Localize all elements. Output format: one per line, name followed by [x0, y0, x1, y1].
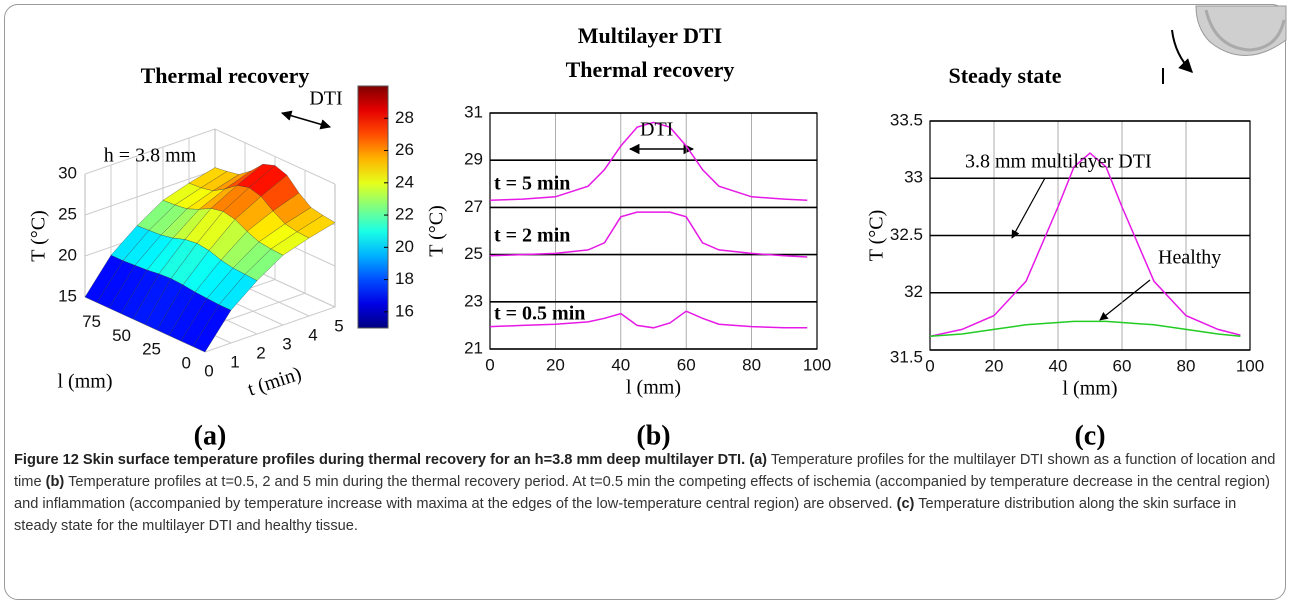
series-label: Healthy — [1158, 247, 1221, 269]
colorbar-tick-label: 28 — [395, 108, 414, 127]
x-tick-label: 80 — [742, 355, 761, 374]
plot-frame — [489, 112, 818, 350]
figure-frame — [4, 4, 1286, 600]
panel-label: (c) — [1074, 420, 1105, 450]
annotation-arrow — [1011, 177, 1046, 239]
annotation: t = 0.5 min — [494, 303, 585, 325]
annotation-arrow — [1099, 279, 1151, 321]
x-tick-label: 40 — [1049, 356, 1068, 375]
x-tick-label: 60 — [1113, 356, 1132, 375]
annotation: DTI — [309, 88, 342, 110]
y-tick-label: 75 — [82, 312, 101, 331]
y-tick-label: 31.5 — [890, 347, 923, 366]
y-tick-label: 33.5 — [890, 110, 923, 129]
z-tick-label: 15 — [58, 286, 77, 305]
x-tick-label: 20 — [985, 356, 1004, 375]
chart-title: Multilayer DTI — [578, 23, 722, 48]
x-tick-label: 0 — [925, 356, 934, 375]
dti-arrow — [280, 110, 332, 130]
z-tick-label: 20 — [58, 245, 77, 264]
x-tick-label: 3 — [282, 334, 291, 353]
chart-title: Steady state — [948, 63, 1061, 88]
x-tick-label: 4 — [308, 325, 317, 344]
y-tick-label: 25 — [464, 244, 483, 263]
y-tick-label: 29 — [464, 150, 483, 169]
colorbar-tick-label: 26 — [395, 140, 414, 159]
colorbar — [357, 85, 389, 329]
annotation: t = 5 min — [494, 173, 570, 195]
series-label: 3.8 mm multilayer DTI — [965, 151, 1152, 173]
panel-label: (b) — [636, 420, 670, 450]
annotation: DTI — [640, 119, 673, 141]
lid-illustration — [1162, 5, 1287, 84]
colorbar-tick-label: 18 — [395, 269, 414, 288]
x-tick-label: 100 — [803, 355, 831, 374]
x-tick-label: 0 — [204, 361, 213, 380]
caption-text: Temperature profiles for the multilayer … — [14, 452, 1276, 490]
series-line — [489, 121, 808, 202]
caption-label: (c) — [896, 496, 915, 512]
x-tick-label: 20 — [546, 355, 565, 374]
caption-label: (a) — [749, 452, 768, 468]
x-tick-label: 1 — [230, 352, 239, 371]
annotation: t = 2 min — [494, 225, 570, 247]
series-line — [489, 310, 808, 329]
y-tick-label: 27 — [464, 197, 483, 216]
caption: Figure 12 Skin surface temperature profi… — [14, 449, 1276, 537]
series-line — [929, 320, 1241, 338]
y-axis-label: l (mm) — [58, 371, 113, 393]
y-tick-label: 31 — [464, 102, 483, 121]
z-tick-label: 25 — [58, 204, 77, 223]
z-tick-label: 30 — [58, 163, 77, 182]
y-tick-label: 0 — [182, 353, 191, 372]
x-axis-label: l (mm) — [626, 377, 681, 399]
y-axis-label: T (°C) — [426, 205, 448, 257]
panel-label: (a) — [194, 420, 227, 450]
x-tick-label: 40 — [611, 355, 630, 374]
series-line — [929, 152, 1241, 338]
y-tick-label: 25 — [142, 340, 161, 359]
caption-text: Temperature distribution along the skin … — [14, 496, 1237, 534]
series-line — [489, 211, 808, 258]
colorbar-tick-label: 22 — [395, 205, 414, 224]
y-axis-label: T (°C) — [866, 210, 888, 262]
chart-title: Thermal recovery — [566, 57, 735, 82]
caption-title: Figure 12 Skin surface temperature profi… — [14, 452, 746, 468]
colorbar-tick-label: 16 — [395, 301, 414, 320]
x-tick-label: 0 — [485, 355, 494, 374]
x-tick-label: 60 — [677, 355, 696, 374]
plot-frame — [929, 120, 1251, 351]
x-axis-label: l (mm) — [1063, 378, 1118, 400]
z-axis-label: T (°C) — [28, 210, 50, 262]
x-tick-label: 80 — [1177, 356, 1196, 375]
y-tick-label: 21 — [464, 338, 483, 357]
x-tick-label: 5 — [334, 316, 343, 335]
y-tick-label: 33 — [904, 168, 923, 187]
colorbar-tick-label: 20 — [395, 237, 414, 256]
y-tick-label: 32.5 — [890, 225, 923, 244]
caption-text: Temperature profiles at t=0.5, 2 and 5 m… — [14, 474, 1271, 512]
colorbar-tick-label: 24 — [395, 172, 414, 191]
x-axis-label: t (min) — [245, 363, 304, 401]
caption-label: (b) — [45, 474, 65, 490]
y-tick-label: 50 — [112, 326, 131, 345]
x-tick-label: 100 — [1236, 356, 1264, 375]
y-tick-label: 23 — [464, 291, 483, 310]
surface-cell — [192, 304, 232, 353]
chart-title: Thermal recovery — [141, 63, 310, 88]
x-tick-label: 2 — [256, 343, 265, 362]
y-tick-label: 32 — [904, 282, 923, 301]
annotation: h = 3.8 mm — [104, 145, 197, 167]
